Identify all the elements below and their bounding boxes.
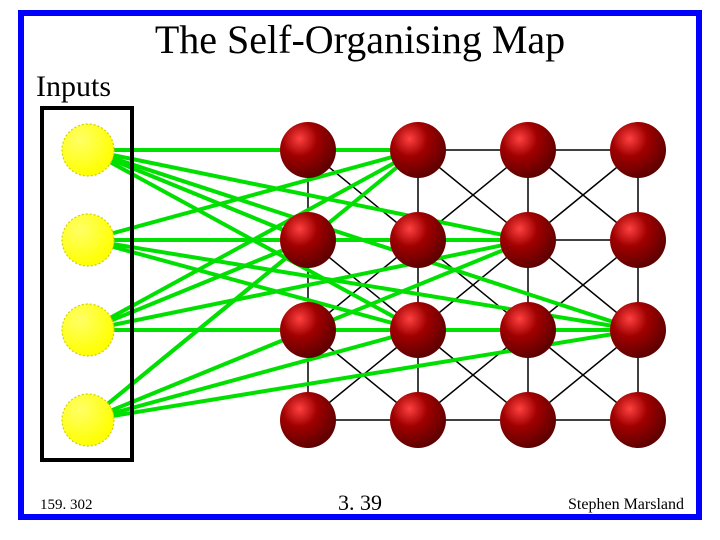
grid-node [390,212,446,268]
grid-node [280,392,336,448]
input-node [62,394,114,446]
input-nodes [62,124,114,446]
grid-node [500,392,556,448]
som-diagram [0,0,720,540]
grid-node [280,302,336,358]
grid-node [390,392,446,448]
connection-lines [88,150,638,420]
grid-node [390,302,446,358]
grid-node [280,122,336,178]
grid-node [390,122,446,178]
grid-node [500,122,556,178]
grid-node [610,212,666,268]
grid-node [610,302,666,358]
input-node [62,124,114,176]
slide: The Self-Organising Map Inputs 159. 302 … [0,0,720,540]
footer-author: Stephen Marsland [568,496,684,514]
input-node [62,214,114,266]
grid-node [500,302,556,358]
grid-node [610,122,666,178]
input-node [62,304,114,356]
grid-node [610,392,666,448]
grid-node [280,212,336,268]
grid-node [500,212,556,268]
